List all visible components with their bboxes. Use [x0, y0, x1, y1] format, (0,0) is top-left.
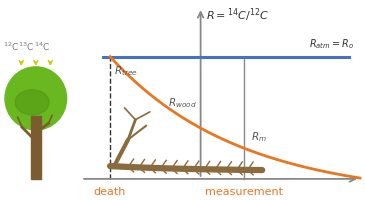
Text: $R_{tree}$: $R_{tree}$: [114, 64, 137, 78]
Text: $R_m$: $R_m$: [251, 130, 267, 144]
Ellipse shape: [5, 67, 66, 130]
Polygon shape: [31, 116, 41, 179]
Ellipse shape: [15, 90, 49, 115]
Text: $^{13}$C: $^{13}$C: [18, 41, 35, 53]
Text: $R_{atm}=R_o$: $R_{atm}=R_o$: [310, 37, 354, 51]
Text: $^{12}$C: $^{12}$C: [3, 41, 19, 53]
Text: measurement: measurement: [205, 187, 283, 197]
Text: $R_{wood}$: $R_{wood}$: [168, 96, 197, 110]
Text: death: death: [94, 187, 126, 197]
Text: $R={}^{14}C/{}^{12}C$: $R={}^{14}C/{}^{12}C$: [206, 6, 269, 24]
Text: $^{14}$C: $^{14}$C: [34, 41, 50, 53]
